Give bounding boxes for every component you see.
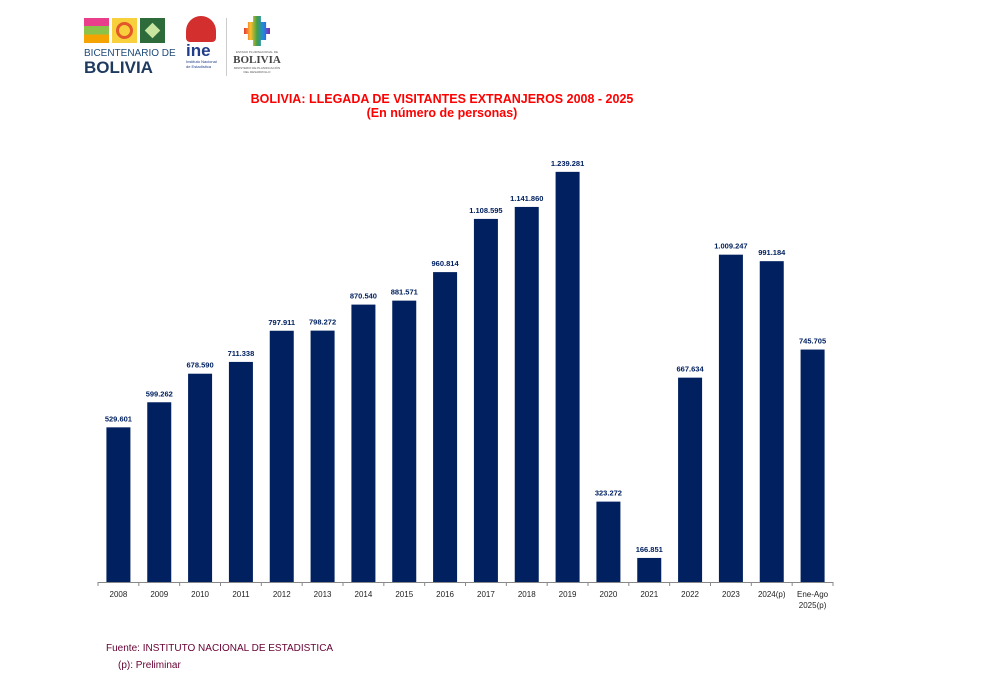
x-tick-label: 2010 bbox=[191, 590, 209, 599]
x-tick-label: 2025(p) bbox=[799, 601, 827, 610]
x-tick-label: Ene-Ago bbox=[797, 590, 829, 599]
x-tick-label: 2023 bbox=[722, 590, 740, 599]
estado-logo: ESTADO PLURINACIONAL DE BOLIVIA MINISTER… bbox=[232, 16, 282, 74]
x-tick-label: 2014 bbox=[355, 590, 373, 599]
logo-text: de Estadística bbox=[186, 64, 212, 69]
x-tick-label: 2013 bbox=[314, 590, 332, 599]
data-label: 870.540 bbox=[350, 292, 377, 301]
chart-title: BOLIVIA: LLEGADA DE VISITANTES EXTRANJER… bbox=[250, 92, 634, 106]
x-tick-label: 2018 bbox=[518, 590, 536, 599]
x-tick-label: 2019 bbox=[559, 590, 577, 599]
x-tick-label: 2017 bbox=[477, 590, 495, 599]
data-label: 798.272 bbox=[309, 318, 336, 327]
bar bbox=[188, 373, 213, 582]
bar bbox=[351, 304, 376, 582]
x-tick-label: 2012 bbox=[273, 590, 291, 599]
bar bbox=[473, 218, 498, 582]
bar bbox=[718, 254, 743, 582]
logo-text: ine bbox=[186, 41, 211, 60]
bar bbox=[514, 206, 539, 582]
data-label: 323.272 bbox=[595, 489, 622, 498]
bar bbox=[310, 330, 335, 582]
diamond-icon bbox=[140, 18, 165, 43]
x-tick-label: 2011 bbox=[232, 590, 250, 599]
bar bbox=[433, 272, 458, 582]
bar bbox=[759, 261, 784, 582]
x-tick-label: 2022 bbox=[681, 590, 699, 599]
data-label: 1.239.281 bbox=[551, 159, 584, 168]
logo-text: BOLIVIA bbox=[233, 54, 281, 66]
logo-text: Instituto Nacional bbox=[186, 59, 217, 64]
logo-text: MINISTERIO DE PLANIFICACIÓN DEL DESARROL… bbox=[233, 66, 281, 74]
bicentenario-logo: BICENTENARIO DE BOLIVIA bbox=[84, 18, 176, 80]
logo-text: BOLIVIA bbox=[84, 58, 153, 77]
data-label: 166.851 bbox=[636, 545, 663, 554]
ine-mountain-icon bbox=[186, 16, 216, 42]
bar bbox=[596, 501, 621, 582]
x-tick-label: 2020 bbox=[600, 590, 618, 599]
bar bbox=[392, 300, 417, 582]
bar bbox=[555, 171, 580, 583]
data-label: 797.911 bbox=[268, 318, 295, 327]
x-tick-label: 2008 bbox=[110, 590, 128, 599]
data-label: 1.141.860 bbox=[510, 194, 543, 203]
data-label: 960.814 bbox=[432, 259, 460, 268]
logo-tile-icon bbox=[84, 18, 109, 43]
spiral-icon bbox=[112, 18, 137, 43]
data-label: 1.108.595 bbox=[469, 206, 502, 215]
bar bbox=[147, 402, 172, 582]
source-note: Fuente: INSTITUTO NACIONAL DE ESTADISTIC… bbox=[106, 643, 334, 654]
data-label: 745.705 bbox=[799, 337, 826, 346]
bar bbox=[637, 557, 662, 582]
data-label: 599.262 bbox=[146, 389, 173, 398]
logo-divider bbox=[226, 18, 227, 76]
x-tick-label: 2021 bbox=[640, 590, 658, 599]
data-label: 667.634 bbox=[677, 365, 705, 374]
bar bbox=[678, 377, 703, 582]
data-label: 711.338 bbox=[228, 349, 255, 358]
bar bbox=[106, 427, 131, 582]
logo-text: ESTADO PLURINACIONAL DE bbox=[235, 50, 278, 54]
data-label: 1.009.247 bbox=[714, 242, 747, 251]
x-tick-label: 2016 bbox=[436, 590, 454, 599]
data-label: 991.184 bbox=[758, 248, 786, 257]
chart-subtitle: (En número de personas) bbox=[366, 106, 518, 120]
data-label: 881.571 bbox=[391, 288, 418, 297]
ine-logo: ine Instituto Nacional de Estadística bbox=[186, 16, 220, 69]
data-label: 678.590 bbox=[187, 361, 214, 370]
chart-title-block: BOLIVIA: LLEGADA DE VISITANTES EXTRANJER… bbox=[0, 92, 884, 120]
x-tick-label: 2009 bbox=[150, 590, 168, 599]
bar bbox=[800, 349, 825, 582]
bar bbox=[269, 330, 294, 582]
bar bbox=[228, 361, 253, 582]
x-tick-label: 2024(p) bbox=[758, 590, 786, 599]
logo-text: BICENTENARIO DE bbox=[84, 48, 176, 59]
preliminary-note: (p): Preliminar bbox=[118, 660, 181, 671]
data-label: 529.601 bbox=[105, 414, 132, 423]
x-tick-label: 2015 bbox=[395, 590, 413, 599]
